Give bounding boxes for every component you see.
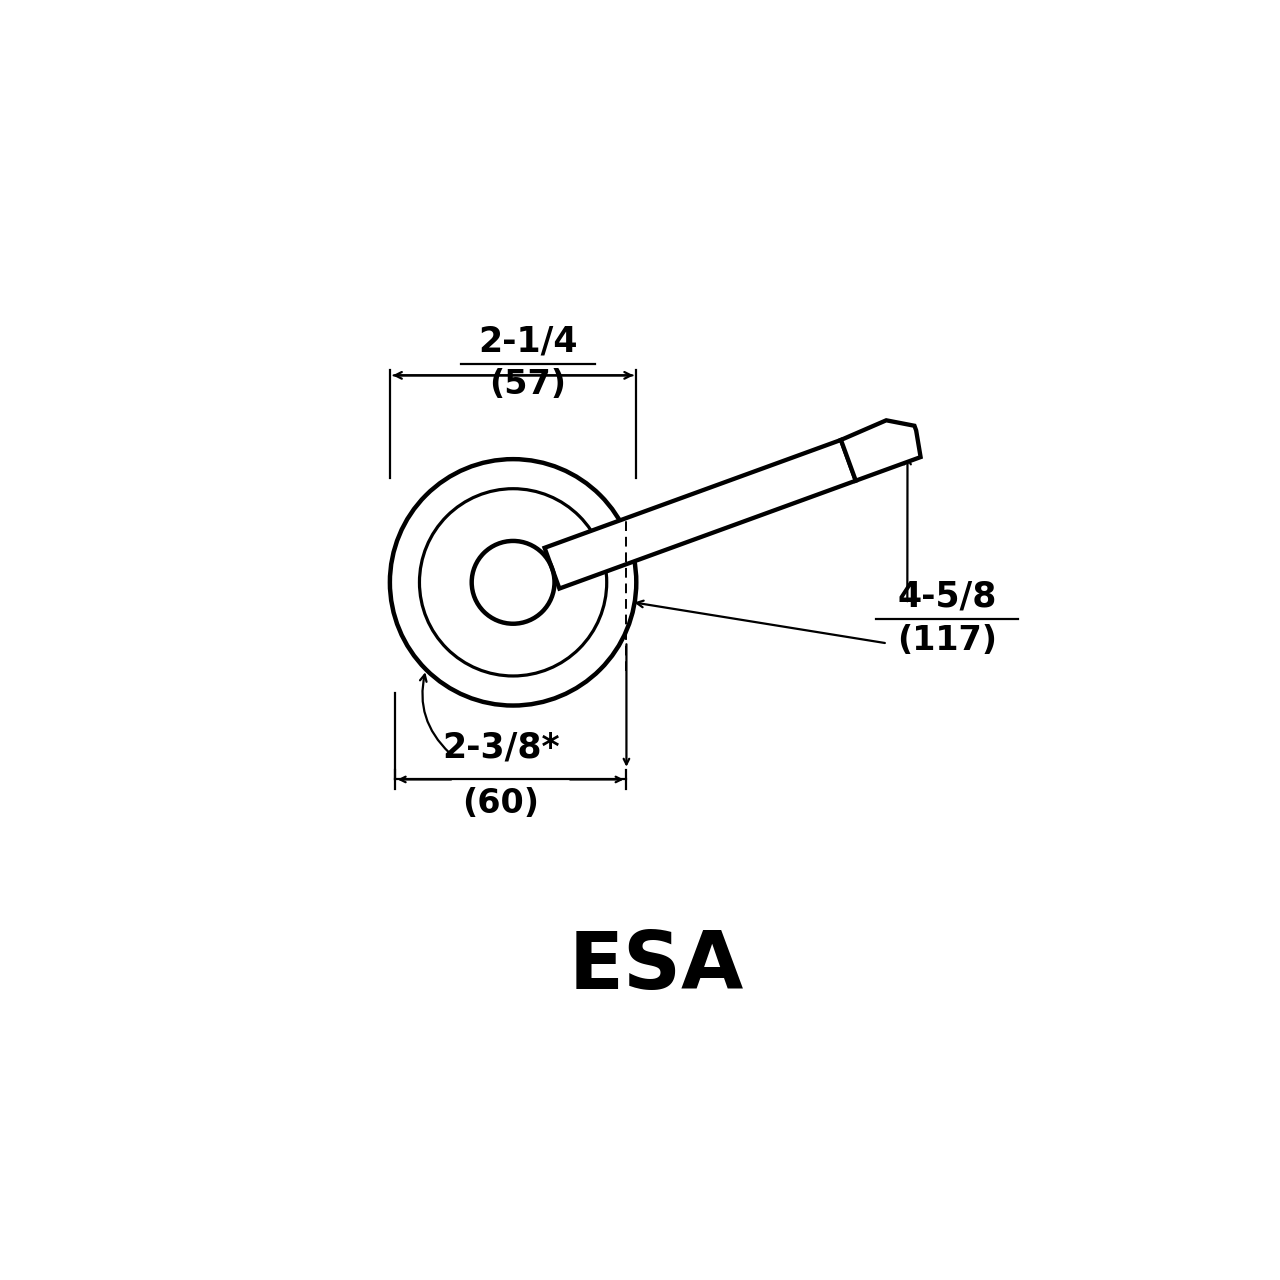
Polygon shape [544,440,856,589]
Text: ESA: ESA [568,928,744,1006]
Text: 2-3/8*: 2-3/8* [442,731,559,764]
Text: 4-5/8: 4-5/8 [897,580,996,614]
Polygon shape [841,420,920,481]
Text: (60): (60) [462,787,539,820]
Text: (57): (57) [489,369,566,402]
Text: 2-1/4: 2-1/4 [479,325,577,358]
Text: (117): (117) [897,623,997,657]
